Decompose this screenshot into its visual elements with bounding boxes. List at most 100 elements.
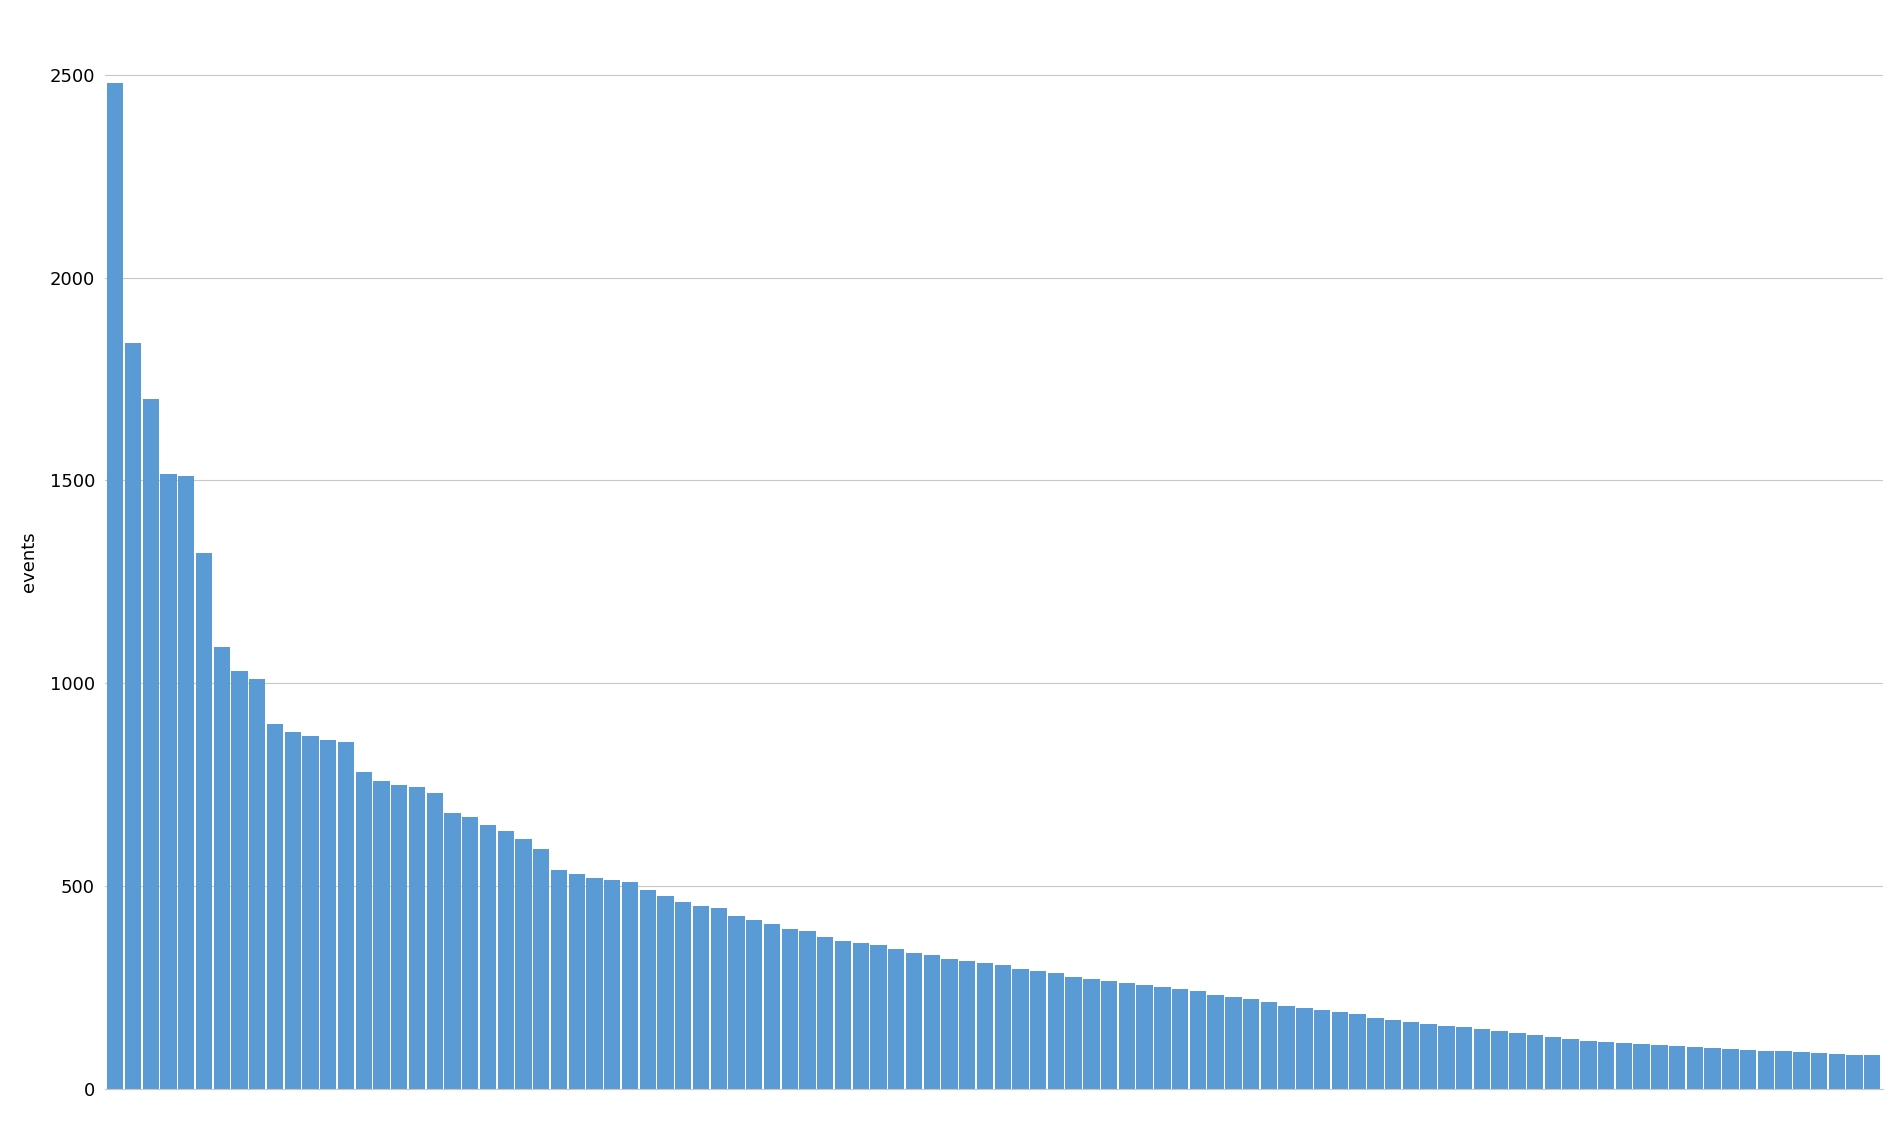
Bar	[818, 936, 833, 1089]
Bar	[1402, 1022, 1419, 1089]
Bar	[692, 906, 709, 1089]
Bar	[1225, 997, 1242, 1089]
Bar	[213, 646, 230, 1089]
Bar	[249, 680, 266, 1089]
Bar	[160, 474, 177, 1089]
Bar	[1048, 973, 1063, 1089]
Bar	[1794, 1052, 1809, 1089]
Bar	[1314, 1010, 1329, 1089]
Bar	[639, 890, 656, 1089]
Bar	[1350, 1014, 1366, 1089]
Bar	[320, 740, 337, 1089]
Bar	[196, 554, 213, 1089]
Bar	[479, 825, 496, 1089]
Bar	[1084, 979, 1099, 1089]
Bar	[1421, 1023, 1436, 1089]
Bar	[605, 880, 620, 1089]
Bar	[675, 902, 690, 1089]
Bar	[728, 917, 744, 1089]
Bar	[498, 831, 514, 1089]
Bar	[905, 952, 922, 1089]
Bar	[392, 785, 407, 1089]
Bar	[1775, 1051, 1792, 1089]
Y-axis label: events: events	[21, 532, 38, 591]
Bar	[552, 870, 567, 1089]
Bar	[1438, 1026, 1455, 1089]
Bar	[373, 780, 390, 1089]
Bar	[1474, 1029, 1489, 1089]
Bar	[959, 961, 976, 1089]
Bar	[1118, 983, 1135, 1089]
Bar	[232, 672, 247, 1089]
Bar	[995, 965, 1010, 1089]
Bar	[1811, 1053, 1828, 1089]
Bar	[1455, 1027, 1472, 1089]
Bar	[1297, 1007, 1312, 1089]
Bar	[1721, 1049, 1738, 1089]
Bar	[1828, 1054, 1845, 1089]
Bar	[1331, 1012, 1349, 1089]
Bar	[1031, 971, 1046, 1089]
Bar	[799, 931, 816, 1089]
Bar	[1208, 996, 1223, 1089]
Bar	[1704, 1049, 1721, 1089]
Bar	[1261, 1002, 1276, 1089]
Bar	[924, 955, 940, 1089]
Bar	[1155, 988, 1170, 1089]
Bar	[1634, 1044, 1649, 1089]
Bar	[1598, 1042, 1615, 1089]
Bar	[782, 928, 797, 1089]
Bar	[1527, 1035, 1543, 1089]
Bar	[1172, 989, 1189, 1089]
Bar	[871, 944, 886, 1089]
Bar	[445, 813, 460, 1089]
Bar	[426, 793, 443, 1089]
Bar	[1368, 1018, 1383, 1089]
Bar	[1491, 1030, 1508, 1089]
Bar	[1544, 1037, 1562, 1089]
Bar	[339, 741, 354, 1089]
Bar	[356, 772, 373, 1089]
Bar	[179, 477, 194, 1089]
Bar	[462, 817, 479, 1089]
Bar	[569, 873, 586, 1089]
Bar	[978, 963, 993, 1089]
Bar	[888, 949, 903, 1089]
Bar	[1137, 986, 1153, 1089]
Bar	[852, 943, 869, 1089]
Bar	[533, 849, 550, 1089]
Bar	[302, 736, 320, 1089]
Bar	[1757, 1051, 1775, 1089]
Bar	[126, 343, 141, 1089]
Bar	[711, 909, 727, 1089]
Bar	[1615, 1043, 1632, 1089]
Bar	[658, 896, 673, 1089]
Bar	[622, 882, 639, 1089]
Bar	[285, 732, 301, 1089]
Bar	[1847, 1054, 1862, 1089]
Bar	[941, 959, 957, 1089]
Bar	[1508, 1033, 1525, 1089]
Bar	[1864, 1055, 1881, 1089]
Bar	[1687, 1047, 1702, 1089]
Bar	[1278, 1005, 1295, 1089]
Bar	[409, 786, 426, 1089]
Bar	[1740, 1050, 1756, 1089]
Bar	[266, 724, 283, 1089]
Bar	[1581, 1041, 1596, 1089]
Bar	[765, 925, 780, 1089]
Bar	[1244, 999, 1259, 1089]
Bar	[1101, 981, 1116, 1089]
Bar	[1012, 970, 1029, 1089]
Bar	[143, 399, 160, 1089]
Bar	[1668, 1045, 1685, 1089]
Bar	[1191, 991, 1206, 1089]
Bar	[1065, 978, 1082, 1089]
Bar	[107, 83, 124, 1089]
Bar	[1651, 1045, 1668, 1089]
Bar	[1385, 1020, 1402, 1089]
Bar	[746, 920, 763, 1089]
Bar	[586, 878, 603, 1089]
Bar	[1562, 1039, 1579, 1089]
Bar	[835, 941, 850, 1089]
